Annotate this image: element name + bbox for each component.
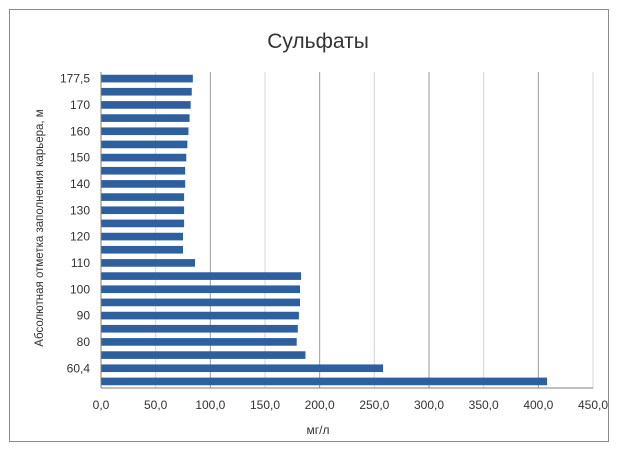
bar: [101, 153, 187, 162]
y-tick-label: 160: [70, 124, 90, 138]
bar: [101, 127, 189, 136]
y-tick-label: 60,4: [67, 361, 91, 375]
bar: [101, 193, 185, 201]
x-tick-labels: 0,0 50,0 100,0 150,0 200,0 250,0 300,0 350,0 400…: [93, 398, 609, 412]
bar: [101, 338, 297, 346]
bar: [101, 259, 196, 267]
bar: [101, 324, 298, 333]
y-tick-label: 100: [70, 282, 90, 296]
bar: [101, 364, 384, 373]
bar: [101, 245, 183, 254]
bar: [101, 140, 188, 149]
bar: [101, 285, 300, 294]
bar: [101, 166, 186, 175]
y-tick-label: 110: [71, 256, 90, 270]
x-axis-title: мг/л: [307, 423, 330, 437]
x-tick-label: 250,0: [359, 398, 389, 412]
y-tick-label: 120: [70, 230, 90, 244]
y-tick-label: 80: [77, 335, 91, 349]
bar: [101, 180, 186, 188]
y-tick-label: 170: [70, 98, 90, 112]
y-axis-title: Абсолютная отметка заполнения карьера, м: [34, 109, 46, 346]
bar: [101, 206, 185, 215]
bar: [101, 219, 185, 228]
bar: [101, 87, 192, 96]
bar: [101, 114, 190, 122]
x-tick-label: 100,0: [195, 398, 225, 412]
y-tick-label: 130: [70, 203, 90, 217]
y-tick-label: 177,5: [60, 72, 90, 86]
axes: [100, 72, 593, 389]
bar: [101, 351, 306, 359]
y-tick-label: 140: [70, 177, 90, 191]
bar: [101, 232, 183, 241]
bars: [101, 74, 548, 386]
chart-title: Сульфаты: [267, 30, 369, 53]
x-tick-label: 450,0: [578, 398, 608, 412]
bar: [101, 272, 302, 280]
x-tick-label: 200,0: [305, 398, 335, 412]
y-tick-label: 90: [77, 309, 91, 323]
x-tick-label: 350,0: [469, 398, 499, 412]
bar: [101, 311, 299, 320]
y-tick-labels: 177,5 170 160 150 140 130 120 110 100 90 80 60,4: [60, 72, 90, 376]
y-tick-label: 150: [70, 151, 90, 165]
bar: [101, 74, 193, 83]
x-tick-label: 150,0: [250, 398, 280, 412]
x-tick-label: 400,0: [523, 398, 553, 412]
bar: [101, 377, 548, 386]
x-tick-label: 300,0: [414, 398, 444, 412]
x-tick-label: 50,0: [144, 398, 168, 412]
x-tick-label: 0,0: [93, 398, 110, 412]
bar: [101, 101, 191, 109]
bar: [101, 298, 300, 307]
